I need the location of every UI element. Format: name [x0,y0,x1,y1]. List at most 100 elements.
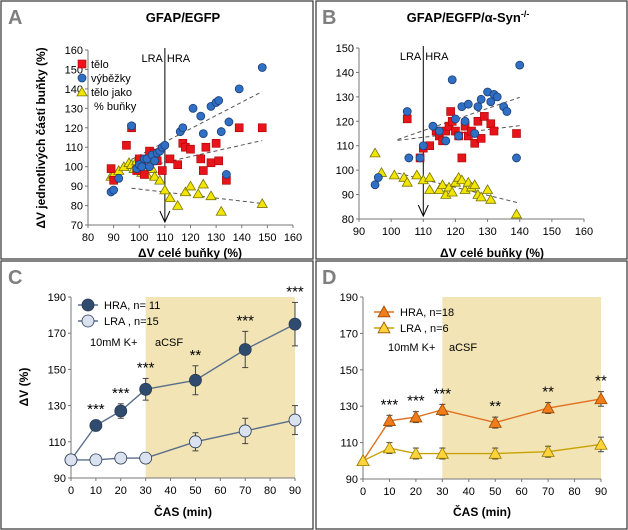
panel-a-y-tick-label: 100 [65,162,83,174]
panel-c-significance-stars: *** [236,312,254,329]
panel-b-point-circle [492,92,502,102]
panel-b-point-circle [402,107,412,116]
panel-a-y-tick-label: 70 [71,220,83,232]
panel-a-point-circle [214,96,224,105]
panel-a-point-circle [224,117,234,127]
panel-a-y-tick-label: 120 [65,123,83,135]
panel-d-legend-marker-0 [377,305,391,318]
panel-b-y-tick-label: 80 [342,214,354,226]
panel-a-point-circle [137,162,147,172]
panel-c-x-tick-label: 40 [164,485,176,497]
panel-a-point-circle [196,111,206,121]
panel-a-point-circle [145,162,154,172]
panel-c-x-tick-label: 20 [115,485,127,497]
panel-d-x-tick-label: 70 [542,486,554,498]
panel-c-significance-stars: *** [87,401,105,418]
panel-a-point-square [196,154,206,164]
panel-d-significance-stars: ** [489,398,501,415]
panel-b-point-triangle [424,184,436,194]
panel-b-x-tick-label: 130 [478,226,496,238]
panel-c-significance-stars: ** [190,347,202,364]
panel-a-point-square [140,170,149,179]
panel-a-point-triangle [205,190,217,201]
panel-d-significance-stars: *** [434,385,452,402]
panel-b-y-tick-label: 90 [342,190,354,202]
panel-a-xlabel: ΔV celé buňky (%) [138,246,242,260]
panel-d-xlabel: ČAS (min) [453,504,511,519]
legend-marker-telo-jako [76,86,88,97]
panel-a-y-tick-label: 80 [71,201,83,213]
panel-a-point-circle [188,103,198,113]
panel-d-x-tick-label: 0 [360,486,366,498]
panel-b-title: GFAP/EGFP/α-Syn-/- [407,9,530,25]
panel-a-title: GFAP/EGFP [146,10,221,25]
panel-b-y-tick-label: 130 [336,92,354,104]
panel-d-x-tick-label: 50 [489,486,501,498]
panel-a-point-square [165,154,175,164]
panel-b-point-circle [460,116,470,126]
panel-b-x-tick-label: 140 [511,226,529,238]
panel-b-point-circle [418,141,428,151]
panel-a-point-circle [178,123,188,133]
panel-a-point-square [257,123,267,133]
panel-letter-c: C [8,267,22,289]
panel-b-point-triangle [481,184,494,194]
panel-a-point-triangle [256,198,268,208]
panel-a-point-square [199,166,208,175]
panel-c-acsf-shade [145,297,295,478]
panel-b-point-circle [470,129,480,138]
panel-a-point-triangle [215,205,227,216]
panel-a-point-square [234,123,244,133]
panel-b-point-circle [476,94,486,104]
panel-b-point-circle [370,180,380,190]
panel-c-x-tick-label: 70 [239,485,251,497]
panel-d-series-marker-1 [409,446,423,459]
panel-a-point-triangle [197,178,210,189]
panel-c-y-tick-label: 90 [54,473,66,485]
panel-d-y-tick-label: 170 [340,328,358,340]
panel-d-series-marker-1 [435,446,450,459]
panel-a-point-square [206,158,216,168]
panel-a-point-square [186,144,195,154]
panel-d-x-tick-label: 20 [410,486,422,498]
panel-a-point-square [211,139,221,148]
panel-d-legend-marker-1 [377,321,391,334]
panel-c-y-tick-label: 150 [48,364,66,376]
panel-b-xlabel: ΔV celé buňky (%) [440,246,544,260]
panel-a-x-tick-label: 120 [181,232,199,244]
panel-d-frame [315,260,628,530]
panel-d-series-marker-1 [488,446,502,459]
panel-a-point-circle [257,63,267,72]
panel-b-point-square [512,129,521,138]
panel-c-series-marker-1 [89,453,103,467]
panel-c-annotation-k: 10mM K+ [90,337,137,349]
panel-b-y-tick-label: 100 [336,165,354,177]
panel-d-y-tick-label: 90 [346,474,358,486]
panel-b-point-triangle [485,193,497,204]
panel-a-x-tick-label: 100 [130,232,148,244]
panel-b-point-square [446,107,455,116]
panel-a-point-triangle [164,192,176,203]
panel-b-point-triangle [510,208,523,219]
panel-b-point-square [457,153,467,163]
panel-b-x-tick-label: 110 [415,226,433,238]
panel-a-x-tick-label: 150 [258,232,276,244]
panel-a-x-tick-label: 130 [207,232,225,244]
panel-c-x-tick-label: 10 [90,485,102,497]
panel-c-series-marker-0 [139,382,153,396]
panel-b-x-tick-label: 160 [575,226,593,238]
panel-b-point-triangle [469,179,481,190]
panel-a-y-tick-label: 130 [65,103,83,115]
panel-d-significance-stars: *** [407,393,425,410]
panel-c-legend-marker-1 [81,314,95,328]
panel-c-x-tick-label: 50 [189,485,201,497]
panel-b-point-triangle [411,169,423,180]
panel-d-y-tick-label: 130 [340,401,358,413]
panel-d-series-marker-0 [541,401,555,414]
panel-b-y-tick-label: 120 [336,116,354,128]
panel-d-series-marker-1 [382,441,397,454]
panel-b-point-circle [447,75,457,85]
panel-b-x-tick-label: 100 [382,226,400,238]
panel-d-significance-stars: ** [595,373,607,390]
